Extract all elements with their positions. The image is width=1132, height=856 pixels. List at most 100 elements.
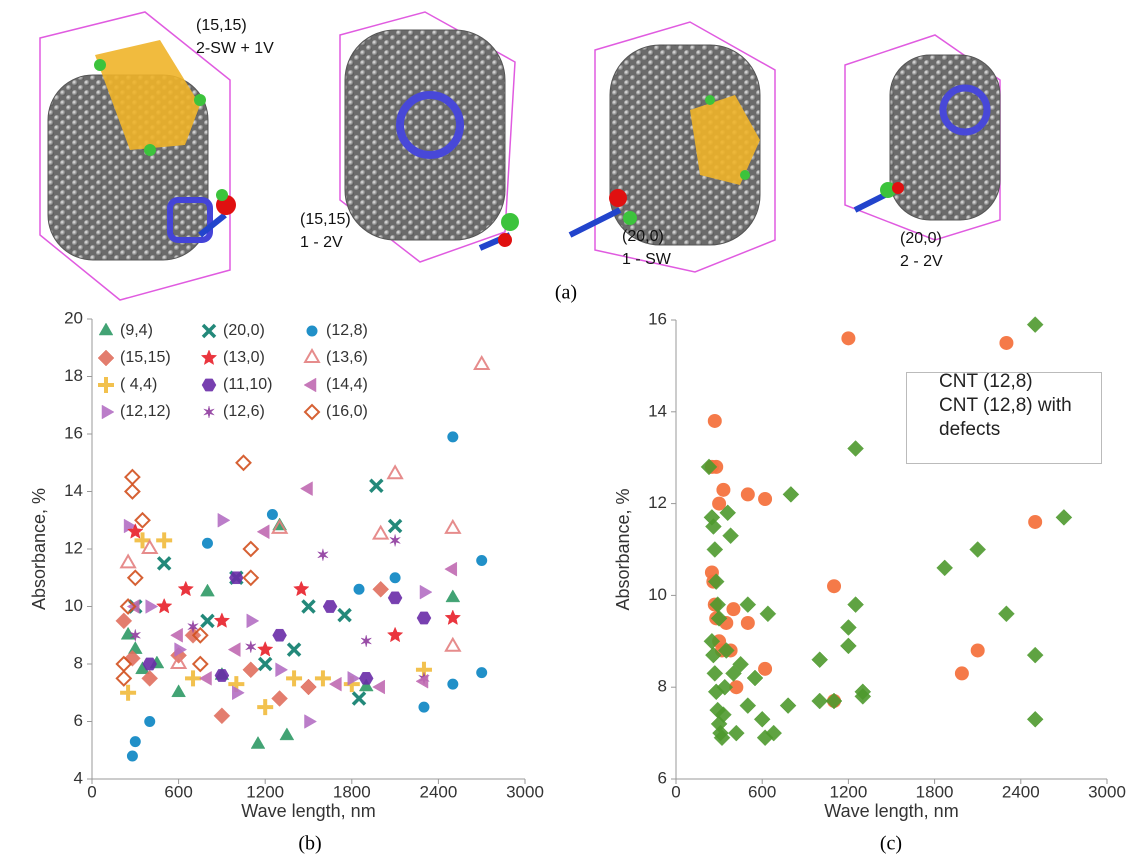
figure: (15,15) 2-SW + 1V (15,15) 1 - 2V (20,0) … <box>0 0 1132 856</box>
point <box>999 336 1013 350</box>
y-tick-label: 8 <box>74 653 83 672</box>
point <box>145 717 155 727</box>
point <box>329 677 341 691</box>
point <box>359 672 373 684</box>
x-tick-label: 1800 <box>333 782 371 801</box>
structure-label: 2-SW + 1V <box>196 40 274 57</box>
point <box>201 615 213 627</box>
legend-label: (11,10) <box>223 376 273 393</box>
point <box>754 711 770 727</box>
legend-marker <box>304 378 316 392</box>
point <box>370 480 382 492</box>
y-axis-title: Absorbance, % <box>29 488 49 610</box>
legend-label: (20,0) <box>223 322 265 339</box>
legend-label: (16,0) <box>326 403 368 420</box>
point <box>827 579 841 593</box>
point <box>127 751 137 761</box>
point <box>1028 515 1042 529</box>
point <box>741 487 755 501</box>
legend-marker <box>201 350 216 365</box>
point <box>970 542 986 558</box>
point <box>448 679 458 689</box>
point <box>339 609 351 621</box>
point <box>477 556 487 566</box>
structure-4 <box>845 35 1000 240</box>
point <box>202 538 212 548</box>
point <box>286 670 302 686</box>
point <box>740 698 756 714</box>
point <box>826 693 842 709</box>
legend-label: (14,4) <box>326 376 368 393</box>
point <box>303 601 315 613</box>
y-tick-label: 14 <box>64 481 83 500</box>
legend-marker <box>102 405 114 419</box>
point <box>783 486 799 502</box>
point <box>193 657 207 671</box>
point <box>201 584 215 596</box>
point <box>257 525 269 539</box>
legend-marker <box>99 323 113 335</box>
point <box>315 670 331 686</box>
point <box>318 549 328 561</box>
legend-label: (12,8) <box>326 322 368 339</box>
point <box>971 643 985 657</box>
point <box>171 628 183 642</box>
y-axis-title: Absorbance, % <box>613 488 633 610</box>
x-tick-label: 0 <box>671 782 680 801</box>
legend-marker <box>203 325 215 337</box>
x-axis-title: Wave length, nm <box>824 801 958 821</box>
point <box>723 528 739 544</box>
point <box>420 585 432 599</box>
point <box>143 541 157 553</box>
y-tick-label: 12 <box>64 538 83 557</box>
point <box>707 542 723 558</box>
point <box>305 715 317 729</box>
point <box>128 571 142 585</box>
x-tick-label: 2400 <box>1002 782 1040 801</box>
y-tick-label: 10 <box>64 596 83 615</box>
point <box>726 602 740 616</box>
y-tick-label: 16 <box>648 309 667 328</box>
point <box>288 644 300 656</box>
point <box>243 662 259 678</box>
x-tick-label: 2400 <box>419 782 457 801</box>
point <box>707 665 723 681</box>
structure-label: (15,15) <box>300 211 351 228</box>
structure-2 <box>340 12 519 262</box>
y-tick-label: 6 <box>658 768 667 787</box>
y-tick-label: 12 <box>648 493 667 512</box>
point <box>419 702 429 712</box>
legend-label: (15,15) <box>120 349 171 366</box>
point <box>955 666 969 680</box>
x-tick-label: 600 <box>748 782 776 801</box>
point <box>247 614 259 628</box>
point <box>445 610 460 625</box>
point <box>388 466 402 478</box>
point <box>218 513 230 527</box>
legend-marker <box>204 406 214 418</box>
structure-label: (20,0) <box>900 230 942 247</box>
legend-marker <box>202 379 216 391</box>
point <box>998 606 1014 622</box>
point <box>417 612 431 624</box>
point <box>388 592 402 604</box>
point <box>200 671 212 685</box>
point <box>937 560 953 576</box>
point <box>157 599 172 614</box>
point <box>294 581 309 595</box>
legend-label: (13,6) <box>326 349 368 366</box>
point <box>758 492 772 506</box>
panel-label: (a) <box>555 282 577 304</box>
y-tick-label: 8 <box>658 677 667 696</box>
point <box>120 685 136 701</box>
point <box>146 600 158 614</box>
point <box>448 432 458 442</box>
legend-label: (9,4) <box>120 322 153 339</box>
point <box>128 642 142 654</box>
point <box>446 639 460 651</box>
point <box>244 542 258 556</box>
y-tick-label: 10 <box>648 585 667 604</box>
point <box>251 737 265 749</box>
point <box>389 520 401 532</box>
point <box>130 737 140 747</box>
